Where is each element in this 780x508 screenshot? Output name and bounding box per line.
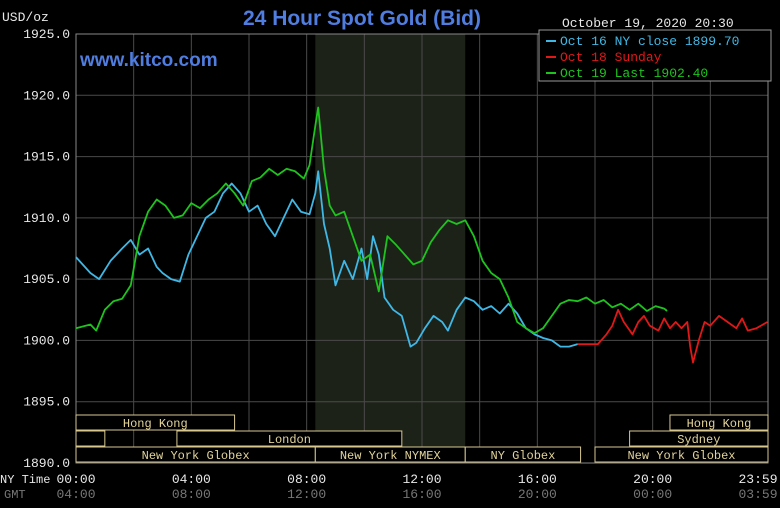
session-bar bbox=[176, 430, 403, 447]
legend-box bbox=[538, 29, 772, 82]
legend-entry-oct18: Oct 18 Sunday bbox=[560, 50, 662, 65]
x-tick-label-ny: 00:00 bbox=[56, 472, 95, 487]
series-line-0 bbox=[75, 170, 578, 348]
x-tick-label-gmt: 16:00 bbox=[402, 487, 441, 502]
session-bar bbox=[594, 446, 769, 463]
y-tick-label: 1895.0 bbox=[23, 395, 70, 410]
x-tick-label-ny: 23:59 bbox=[738, 472, 777, 487]
x-axis-label-ny: NY Time bbox=[0, 473, 50, 487]
chart-timestamp: October 19, 2020 20:30 bbox=[562, 16, 734, 31]
nymex-session-shade bbox=[315, 34, 466, 463]
x-tick-label-gmt: 00:00 bbox=[633, 487, 672, 502]
session-label: New York Globex bbox=[142, 449, 250, 463]
y-tick-label: 1905.0 bbox=[23, 272, 70, 287]
session-label: Sydney bbox=[677, 433, 720, 447]
y-tick-label: 1900.0 bbox=[23, 333, 70, 348]
session-label: NY Globex bbox=[491, 449, 556, 463]
session-bar bbox=[464, 446, 582, 463]
plot-frame bbox=[75, 33, 769, 464]
x-tick-label-ny: 04:00 bbox=[172, 472, 211, 487]
watermark: www.kitco.com bbox=[79, 50, 218, 71]
x-tick-label-gmt: 04:00 bbox=[56, 487, 95, 502]
legend-entry-oct19: Oct 19 Last 1902.40 bbox=[560, 66, 708, 81]
session-bar bbox=[75, 430, 106, 447]
x-tick-label-gmt: 20:00 bbox=[518, 487, 557, 502]
x-tick-label-ny: 08:00 bbox=[287, 472, 326, 487]
session-label: Hong Kong bbox=[123, 417, 188, 431]
y-tick-label: 1925.0 bbox=[23, 27, 70, 42]
session-bar bbox=[75, 414, 236, 431]
x-axis-label-gmt: GMT bbox=[4, 488, 26, 502]
series-line-2 bbox=[75, 106, 668, 335]
x-tick-label-gmt: 12:00 bbox=[287, 487, 326, 502]
session-label: Hong Kong bbox=[687, 417, 752, 431]
chart-title: 24 Hour Spot Gold (Bid) bbox=[243, 7, 481, 30]
session-label: New York NYMEX bbox=[340, 449, 441, 463]
x-tick-label-ny: 20:00 bbox=[633, 472, 672, 487]
session-label: New York Globex bbox=[627, 449, 735, 463]
x-tick-label-gmt: 08:00 bbox=[172, 487, 211, 502]
y-axis-unit-label: USD/oz bbox=[2, 10, 49, 25]
x-tick-label-gmt: 03:59 bbox=[738, 487, 777, 502]
session-bar bbox=[629, 430, 769, 447]
x-tick-label-ny: 16:00 bbox=[518, 472, 557, 487]
session-bar bbox=[669, 414, 769, 431]
y-tick-label: 1890.0 bbox=[23, 456, 70, 471]
y-tick-label: 1910.0 bbox=[23, 211, 70, 226]
y-tick-label: 1920.0 bbox=[23, 88, 70, 103]
y-tick-label: 1915.0 bbox=[23, 150, 70, 165]
x-tick-label-ny: 12:00 bbox=[402, 472, 441, 487]
legend-entry-oct16: Oct 16 NY close 1899.70 bbox=[560, 34, 739, 49]
session-label: London bbox=[268, 433, 311, 447]
series-line-1 bbox=[577, 308, 768, 364]
